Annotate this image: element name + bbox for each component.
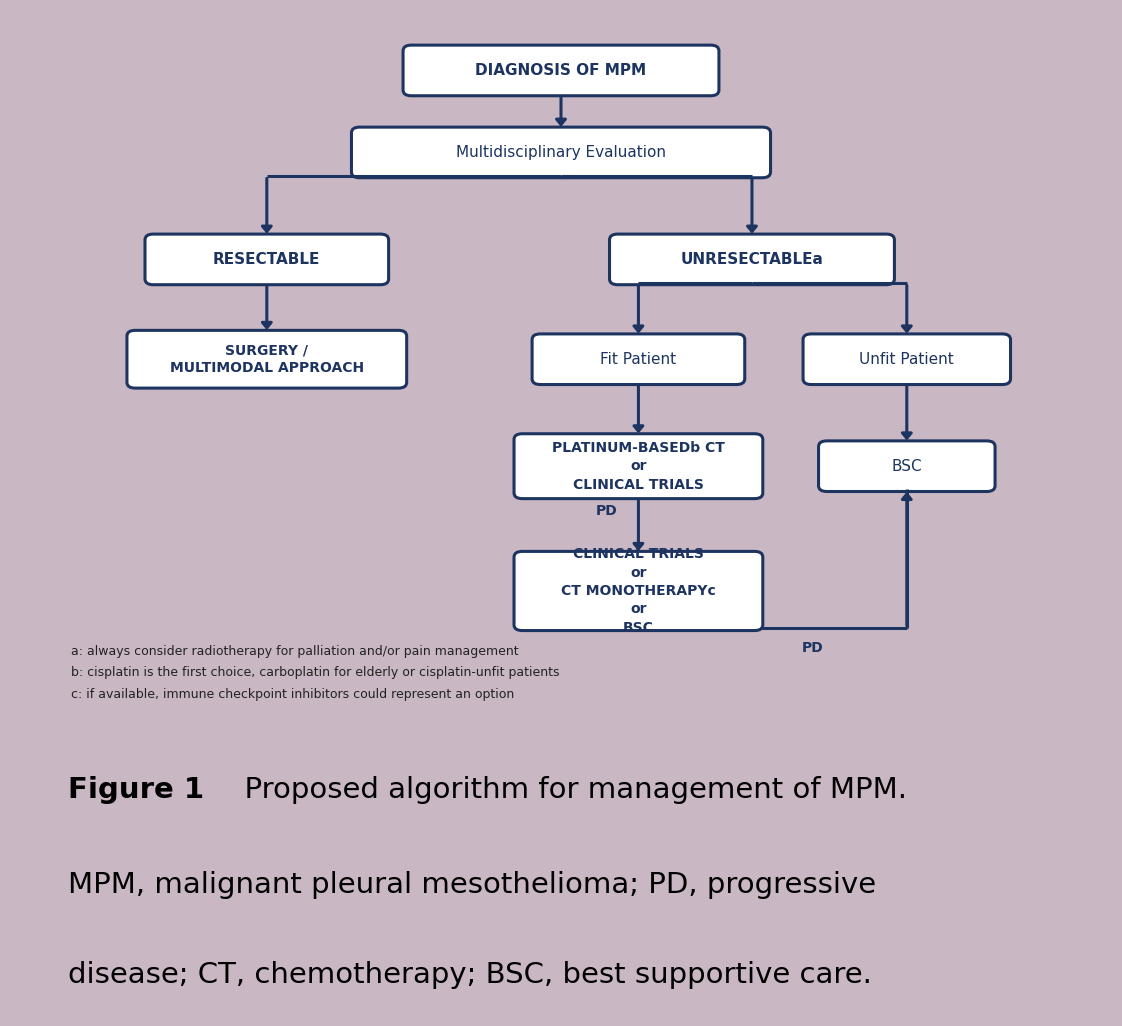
FancyBboxPatch shape	[403, 45, 719, 95]
Text: a: always consider radiotherapy for palliation and/or pain management: a: always consider radiotherapy for pall…	[71, 645, 518, 658]
FancyBboxPatch shape	[609, 234, 894, 284]
Text: Unfit Patient: Unfit Patient	[859, 352, 954, 366]
FancyBboxPatch shape	[514, 434, 763, 499]
Text: RESECTABLE: RESECTABLE	[213, 252, 321, 267]
FancyBboxPatch shape	[803, 333, 1011, 385]
FancyBboxPatch shape	[514, 551, 763, 631]
Text: PLATINUM-BASEDb CT
or
CLINICAL TRIALS: PLATINUM-BASEDb CT or CLINICAL TRIALS	[552, 441, 725, 491]
Text: c: if available, immune checkpoint inhibitors could represent an option: c: if available, immune checkpoint inhib…	[71, 687, 514, 701]
Text: disease; CT, chemotherapy; BSC, best supportive care.: disease; CT, chemotherapy; BSC, best sup…	[67, 961, 872, 989]
Text: CLINICAL TRIALS
or
CT MONOTHERAPYc
or
BSC: CLINICAL TRIALS or CT MONOTHERAPYc or BS…	[561, 547, 716, 635]
FancyBboxPatch shape	[145, 234, 388, 284]
FancyBboxPatch shape	[351, 127, 771, 177]
FancyBboxPatch shape	[532, 333, 745, 385]
Text: Figure 1: Figure 1	[67, 776, 204, 804]
Text: Multidisciplinary Evaluation: Multidisciplinary Evaluation	[456, 145, 666, 160]
FancyBboxPatch shape	[819, 441, 995, 491]
Text: Proposed algorithm for management of MPM.: Proposed algorithm for management of MPM…	[226, 776, 907, 804]
Text: UNRESECTABLEa: UNRESECTABLEa	[681, 252, 824, 267]
Text: PD: PD	[802, 641, 824, 656]
Text: PD: PD	[596, 504, 618, 518]
Text: BSC: BSC	[892, 459, 922, 474]
Text: SURGERY /
MULTIMODAL APPROACH: SURGERY / MULTIMODAL APPROACH	[169, 343, 364, 376]
FancyBboxPatch shape	[127, 330, 406, 388]
Text: MPM, malignant pleural mesothelioma; PD, progressive: MPM, malignant pleural mesothelioma; PD,…	[67, 871, 875, 900]
Text: b: cisplatin is the first choice, carboplatin for elderly or cisplatin-unfit pat: b: cisplatin is the first choice, carbop…	[71, 667, 559, 679]
Text: Fit Patient: Fit Patient	[600, 352, 677, 366]
Text: DIAGNOSIS OF MPM: DIAGNOSIS OF MPM	[476, 63, 646, 78]
